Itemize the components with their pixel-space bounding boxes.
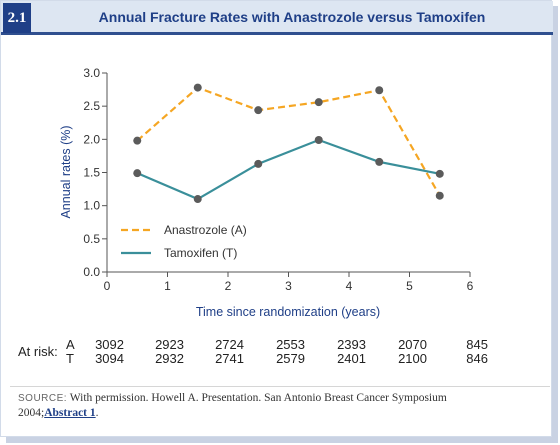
legend-label: Anastrozole (A) <box>164 223 247 237</box>
source-note: SOURCE: With permission. Howell A. Prese… <box>18 391 498 421</box>
data-point-anastrozole <box>133 136 142 145</box>
y-tick-label: 1.0 <box>83 199 100 213</box>
y-tick-label: 0.0 <box>83 265 100 279</box>
y-tick-label: 2.5 <box>83 99 100 113</box>
at-risk-cell: 2932 <box>155 351 184 366</box>
at-risk-cell: 2741 <box>215 351 244 366</box>
data-point-tamoxifen <box>314 135 323 144</box>
y-tick-label: 0.5 <box>83 232 100 246</box>
legend-label: Tamoxifen (T) <box>164 246 237 260</box>
source-text: With permission. Howell A. Presentation.… <box>18 392 447 419</box>
figure-card: 2.1 Annual Fracture Rates with Anastrozo… <box>0 0 553 437</box>
at-risk-cell: 2579 <box>276 351 305 366</box>
at-risk-cell: 2401 <box>337 351 366 366</box>
data-point-tamoxifen <box>375 157 384 166</box>
y-tick-label: 3.0 <box>83 66 100 80</box>
chart-lines <box>136 86 441 201</box>
data-point-tamoxifen <box>254 159 263 168</box>
at-risk-arm: A <box>66 337 75 352</box>
chart-axes: 0.0 0.5 1.0 1.5 2.0 2.5 3.0 0 1 2 3 4 5 6 <box>83 66 473 293</box>
y-tick-label: 2.0 <box>83 132 100 146</box>
x-tick-label: 0 <box>104 279 111 293</box>
figure-header: 2.1 Annual Fracture Rates with Anastrozo… <box>1 1 553 35</box>
at-risk-cell: 2393 <box>337 337 366 352</box>
x-tick-label: 5 <box>406 279 413 293</box>
at-risk-cell: 3092 <box>95 337 124 352</box>
source-label: SOURCE: <box>18 393 68 404</box>
data-point-anastrozole <box>435 191 444 200</box>
at-risk-cell: 2724 <box>215 337 244 352</box>
x-tick-label: 2 <box>225 279 232 293</box>
x-axis-label: Time since randomization (years) <box>196 305 380 319</box>
source-divider <box>10 386 550 387</box>
figure-number: 2.1 <box>3 3 31 33</box>
x-tick-label: 4 <box>346 279 353 293</box>
figure-title: Annual Fracture Rates with Anastrozole v… <box>98 8 486 25</box>
x-tick-label: 1 <box>164 279 171 293</box>
at-risk-cell: 2070 <box>398 337 427 352</box>
at-risk-cell: 2553 <box>276 337 305 352</box>
y-tick-label: 1.5 <box>83 166 100 180</box>
source-link[interactable]: Abstract 1 <box>44 407 96 419</box>
at-risk-cell: 846 <box>466 351 488 366</box>
series-line-anastrozole <box>136 86 441 197</box>
data-point-tamoxifen <box>193 195 202 204</box>
at-risk-arm: T <box>66 351 74 366</box>
at-risk-cell: 2923 <box>155 337 184 352</box>
data-point-tamoxifen <box>133 169 142 178</box>
at-risk-cell: 2100 <box>398 351 427 366</box>
line-chart: 0.0 0.5 1.0 1.5 2.0 2.5 3.0 0 1 2 3 4 5 6 Anastrozole… <box>59 66 474 319</box>
data-point-anastrozole <box>314 98 323 107</box>
data-point-anastrozole <box>375 86 384 95</box>
chart-markers <box>133 83 444 204</box>
data-point-anastrozole <box>193 83 202 92</box>
chart-legend: Anastrozole (A) Tamoxifen (T) <box>121 223 247 260</box>
at-risk-cell: 845 <box>466 337 488 352</box>
series-line-tamoxifen <box>136 138 440 201</box>
at-risk-cell: 3094 <box>95 351 124 366</box>
y-axis-label: Annual rates (%) <box>59 125 73 218</box>
x-tick-label: 6 <box>467 279 474 293</box>
source-end: . <box>95 407 99 419</box>
data-point-tamoxifen <box>435 169 444 178</box>
data-point-anastrozole <box>254 106 263 115</box>
x-tick-label: 3 <box>285 279 292 293</box>
at-risk-label: At risk: <box>18 344 58 359</box>
